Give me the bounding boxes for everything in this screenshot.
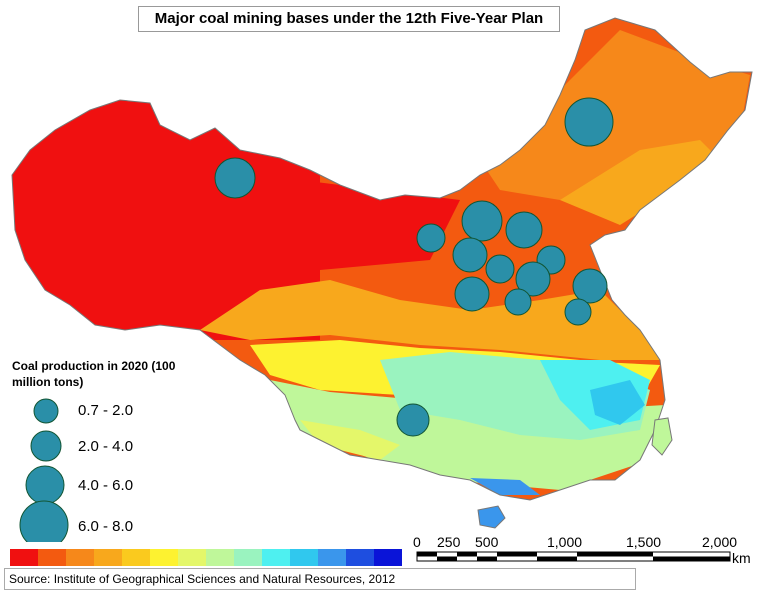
coal-base-bubble[interactable] bbox=[214, 157, 256, 199]
coal-base-bubble[interactable] bbox=[515, 261, 551, 297]
coal-base-bubble[interactable] bbox=[454, 276, 490, 312]
china-outline bbox=[11, 17, 753, 501]
legend-bubble-large bbox=[25, 465, 65, 505]
coal-base-bubble[interactable] bbox=[572, 268, 608, 304]
color-ramp-swatch bbox=[38, 549, 66, 566]
color-ramp-swatch bbox=[234, 549, 262, 566]
color-ramp-swatch bbox=[206, 549, 234, 566]
coal-base-bubble[interactable] bbox=[416, 223, 446, 253]
coal-base-bubble[interactable] bbox=[504, 288, 532, 316]
color-ramp-swatch bbox=[66, 549, 94, 566]
color-ramp-swatch bbox=[94, 549, 122, 566]
scale-label: 1,000 bbox=[547, 534, 583, 550]
coal-base-bubble[interactable] bbox=[396, 403, 430, 437]
map-title: Major coal mining bases under the 12th F… bbox=[138, 6, 560, 32]
color-ramp bbox=[10, 549, 402, 566]
legend-class-label: 6.0 - 8.0 bbox=[78, 518, 134, 535]
coal-base-bubble[interactable] bbox=[564, 298, 592, 326]
coal-base-bubble[interactable] bbox=[452, 237, 488, 273]
coal-base-bubble[interactable] bbox=[564, 97, 614, 147]
color-ramp-swatch bbox=[318, 549, 346, 566]
color-ramp-swatch bbox=[262, 549, 290, 566]
legend-bubble-small bbox=[33, 398, 59, 424]
color-ramp-swatch bbox=[290, 549, 318, 566]
hainan bbox=[477, 505, 506, 529]
color-ramp-swatch bbox=[178, 549, 206, 566]
legend-class-label: 0.7 - 2.0 bbox=[78, 402, 134, 419]
taiwan bbox=[651, 417, 673, 456]
color-ramp-swatch bbox=[150, 549, 178, 566]
color-ramp-swatch bbox=[122, 549, 150, 566]
legend-class-label: 4.0 - 6.0 bbox=[78, 477, 134, 494]
scale-label: 500 bbox=[475, 534, 499, 550]
scale-label: 250 bbox=[437, 534, 461, 550]
scale-label: 2,000 bbox=[702, 534, 738, 550]
legend-title: Coal production in 2020 (100 million ton… bbox=[12, 359, 176, 389]
color-ramp-swatch bbox=[10, 549, 38, 566]
scale-label: 1,500 bbox=[626, 534, 662, 550]
color-ramp-swatch bbox=[346, 549, 374, 566]
legend-bubble-xlarge bbox=[19, 500, 69, 542]
source-note: Source: Institute of Geographical Scienc… bbox=[4, 568, 636, 590]
coal-base-bubble[interactable] bbox=[461, 200, 503, 242]
legend: Coal production in 2020 (100 million ton… bbox=[4, 352, 200, 542]
coal-base-bubble[interactable] bbox=[505, 211, 543, 249]
legend-class-label: 2.0 - 4.0 bbox=[78, 438, 134, 455]
legend-bubble-medium bbox=[30, 430, 62, 462]
coal-base-bubble[interactable] bbox=[485, 254, 515, 284]
coal-base-bubbles bbox=[214, 97, 614, 437]
legend-bubbles bbox=[19, 398, 69, 542]
scale-unit: km bbox=[732, 550, 751, 566]
color-ramp-swatch bbox=[374, 549, 402, 566]
scale-label: 0 bbox=[413, 534, 421, 550]
scale-bar bbox=[416, 551, 731, 562]
